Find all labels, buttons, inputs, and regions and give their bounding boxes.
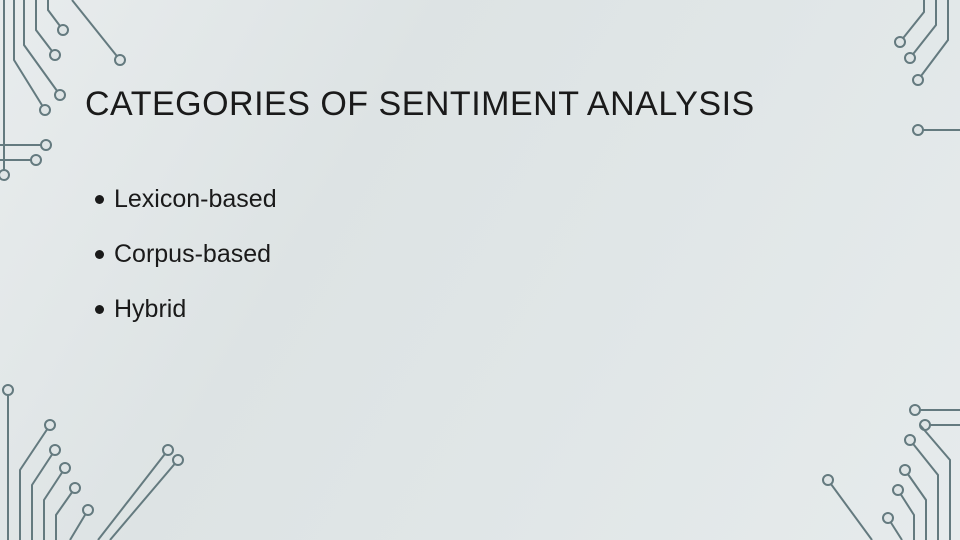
bullet-text: Hybrid [114, 295, 186, 324]
circuit-decoration-bottom-left [0, 350, 200, 540]
bullet-list: Lexicon-based Corpus-based Hybrid [95, 185, 277, 350]
bullet-dot-icon [95, 305, 104, 314]
bullet-text: Lexicon-based [114, 185, 277, 214]
bullet-text: Corpus-based [114, 240, 271, 269]
list-item: Hybrid [95, 295, 277, 324]
slide: CATEGORIES OF SENTIMENT ANALYSIS Lexicon… [0, 0, 960, 540]
list-item: Corpus-based [95, 240, 277, 269]
circuit-decoration-bottom-right [810, 370, 960, 540]
bullet-dot-icon [95, 250, 104, 259]
bullet-dot-icon [95, 195, 104, 204]
slide-title: CATEGORIES OF SENTIMENT ANALYSIS [85, 85, 755, 124]
circuit-decoration-top-right [830, 0, 960, 200]
list-item: Lexicon-based [95, 185, 277, 214]
